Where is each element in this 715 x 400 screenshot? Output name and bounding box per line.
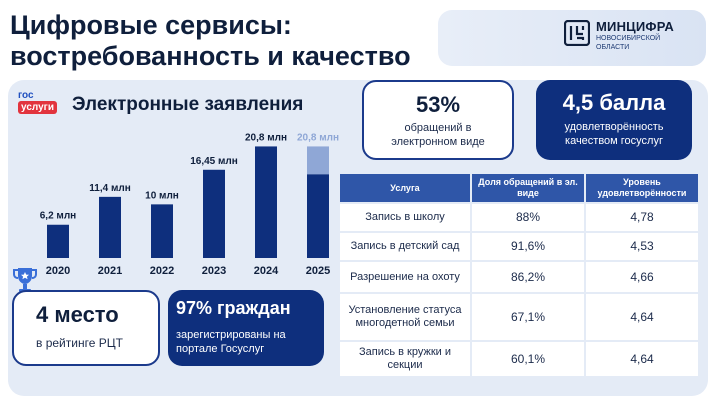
- stat-share-text: обращений в электронном виде: [391, 122, 485, 148]
- bar-2025: [307, 174, 329, 258]
- table-row: Разрешение на охоту 86,2% 4,66: [340, 262, 698, 292]
- x-tick-label-2025: 2025: [306, 265, 330, 277]
- x-tick-label-2023: 2023: [202, 265, 226, 277]
- mintsifra-logo-icon: [564, 20, 590, 46]
- bar-2020: [47, 224, 69, 258]
- table-cell-satisfaction: 4,64: [586, 294, 698, 340]
- table-cell-share: 67,1%: [472, 294, 584, 340]
- data-label-2020: 6,2 млн: [40, 211, 76, 222]
- page-title-line-2: востребованность и качество: [10, 41, 411, 71]
- bar-2023: [203, 169, 225, 258]
- table-header-share: Доля обращений в эл. виде: [472, 174, 584, 202]
- table-cell-share: 88%: [472, 204, 584, 231]
- logo-name: МИНЦИФРА: [596, 19, 675, 34]
- services-table: Услуга Доля обращений в эл. виде Уровень…: [338, 172, 700, 378]
- table-cell-service: Запись в детский сад: [340, 233, 470, 260]
- page-title-line-1: Цифровые сервисы:: [10, 10, 292, 40]
- x-tick-label-2022: 2022: [150, 265, 174, 277]
- table-cell-share: 60,1%: [472, 342, 584, 376]
- x-tick-label-2021: 2021: [98, 265, 122, 277]
- stat-rating-text: удовлетворённость качеством госуслуг: [564, 121, 664, 147]
- stat-citizens-value: 97% граждан: [176, 298, 291, 318]
- data-label-2023: 16,45 млн: [190, 156, 238, 167]
- stat-share-card: 53% обращений в электронном виде: [362, 80, 514, 160]
- table-row: Установление статуса многодетной семьи 6…: [340, 294, 698, 340]
- table-header-row: Услуга Доля обращений в эл. виде Уровень…: [340, 174, 698, 202]
- table-row: Запись в детский сад 91,6% 4,53: [340, 233, 698, 260]
- data-label-2022: 10 млн: [145, 190, 179, 201]
- gosuslugi-logo-top: гос: [18, 90, 34, 101]
- table-cell-service: Запись в кружки и секции: [340, 342, 470, 376]
- bar-chart: 6,2 млн 2020 11,4 млн 2021 10 млн 2022 16,45 м…: [40, 132, 339, 277]
- table-cell-service: Установление статуса многодетной семьи: [340, 294, 470, 340]
- data-label-2025: 20,8 млн: [297, 132, 339, 143]
- logo-subtitle: НОВОСИБИРСКОЙ ОБЛАСТИ: [596, 35, 661, 51]
- table-cell-share: 86,2%: [472, 262, 584, 292]
- table-cell-satisfaction: 4,53: [586, 233, 698, 260]
- table-header-satisfaction: Уровень удовлетворённости: [586, 174, 698, 202]
- stat-rank-card: 4 место в рейтинге РЦТ: [12, 290, 160, 366]
- stat-rank-text: в рейтинге РЦТ: [36, 336, 123, 350]
- stat-rating-card: 4,5 балла удовлетворённость качеством го…: [536, 80, 692, 160]
- stat-citizens-card: 97% граждан зарегистрированы на портале …: [168, 290, 324, 366]
- table-row: Запись в школу 88% 4,78: [340, 204, 698, 231]
- table-cell-satisfaction: 4,78: [586, 204, 698, 231]
- table-cell-satisfaction: 4,66: [586, 262, 698, 292]
- page-title: Цифровые сервисы: востребованность и кач…: [10, 10, 411, 72]
- data-label-2021: 11,4 млн: [89, 183, 130, 194]
- stat-rating-value: 4,5 балла: [562, 90, 666, 115]
- x-tick-label-2024: 2024: [254, 265, 279, 277]
- table-cell-service: Запись в школу: [340, 204, 470, 231]
- stat-citizens-text: зарегистрированы на портале Госуслуг: [176, 329, 286, 355]
- bar-2021: [99, 196, 121, 258]
- stat-rank-value: 4 место: [36, 302, 119, 327]
- gosuslugi-logo-bottom: услуги: [18, 101, 57, 114]
- table-row: Запись в кружки и секции 60,1% 4,64: [340, 342, 698, 376]
- bar-2022: [151, 204, 173, 258]
- section-title: Электронные заявления: [72, 94, 304, 115]
- x-tick-label-2020: 2020: [46, 265, 70, 277]
- bar-2024: [255, 146, 277, 258]
- stat-share-value: 53%: [415, 92, 461, 117]
- table-cell-satisfaction: 4,64: [586, 342, 698, 376]
- gosuslugi-logo: гос услуги: [18, 90, 64, 120]
- bar-2025-top: [307, 146, 329, 175]
- data-label-2024: 20,8 млн: [245, 132, 287, 143]
- table-cell-share: 91,6%: [472, 233, 584, 260]
- table-cell-service: Разрешение на охоту: [340, 262, 470, 292]
- table-header-service: Услуга: [340, 174, 470, 202]
